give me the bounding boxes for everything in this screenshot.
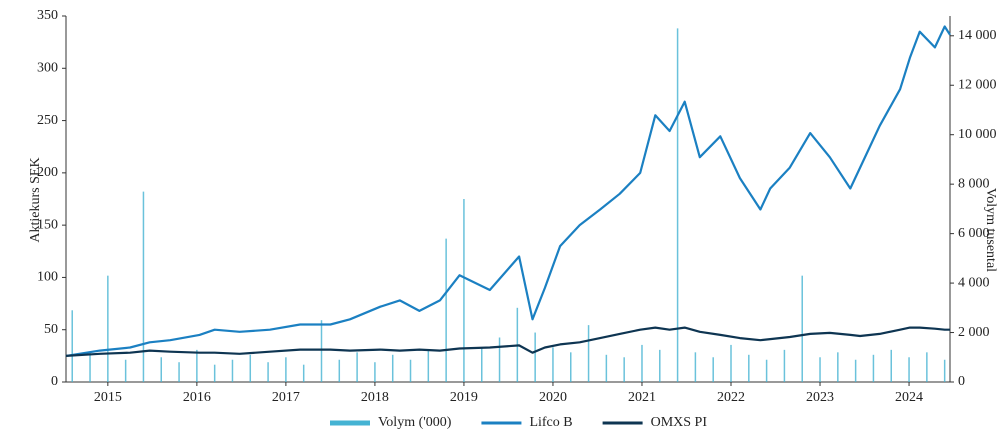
x-tick-label: 2019 — [450, 390, 478, 405]
y-tick-label: 100 — [37, 270, 58, 285]
y2-tick-label: 8 000 — [958, 176, 990, 191]
y2-tick-label: 0 — [958, 374, 965, 389]
y2-tick-label: 6 000 — [958, 226, 990, 241]
y-axis-label: Aktiekurs SEK — [28, 157, 43, 242]
legend-label: Volym ('000) — [378, 415, 452, 430]
line-series — [65, 25, 951, 357]
line-series — [65, 326, 950, 357]
y-tick-label: 50 — [44, 322, 58, 337]
x-tick-label: 2016 — [183, 390, 211, 405]
y-tick-label: 0 — [51, 374, 58, 389]
y2-tick-label: 2 000 — [958, 325, 990, 340]
legend-label: OMXS PI — [651, 415, 708, 430]
y-tick-label: 300 — [37, 61, 58, 76]
x-tick-label: 2022 — [717, 390, 745, 405]
y2-tick-label: 4 000 — [958, 275, 990, 290]
x-tick-label: 2018 — [361, 390, 389, 405]
x-tick-label: 2020 — [539, 390, 567, 405]
y-tick-label: 350 — [37, 8, 58, 23]
x-tick-label: 2023 — [806, 390, 834, 405]
y2-tick-label: 12 000 — [958, 77, 997, 92]
x-tick-label: 2024 — [895, 390, 923, 405]
x-tick-label: 2021 — [628, 390, 656, 405]
x-tick-label: 2017 — [272, 390, 300, 405]
y-tick-label: 150 — [37, 217, 58, 232]
y2-tick-label: 10 000 — [958, 127, 997, 142]
legend-label: Lifco B — [529, 415, 572, 430]
y-tick-label: 250 — [37, 113, 58, 128]
x-tick-label: 2015 — [94, 390, 122, 405]
y-tick-label: 200 — [37, 165, 58, 180]
y2-tick-label: 14 000 — [958, 28, 997, 43]
y2-axis-label: Volym tusental — [983, 188, 998, 272]
